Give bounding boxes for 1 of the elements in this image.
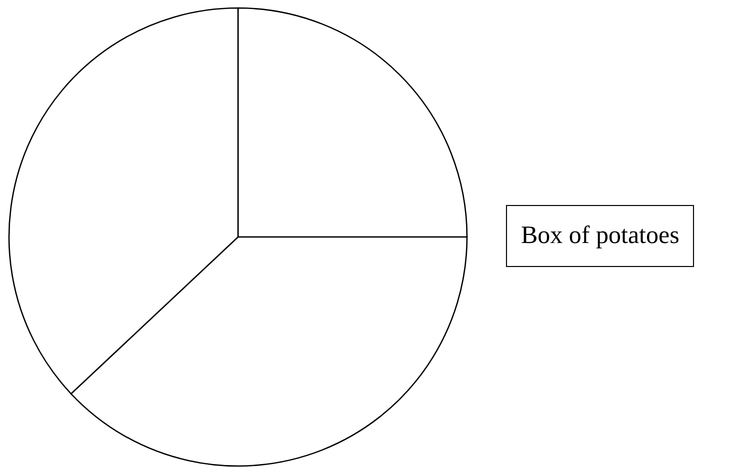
text: Box of potatoes [506,205,694,267]
